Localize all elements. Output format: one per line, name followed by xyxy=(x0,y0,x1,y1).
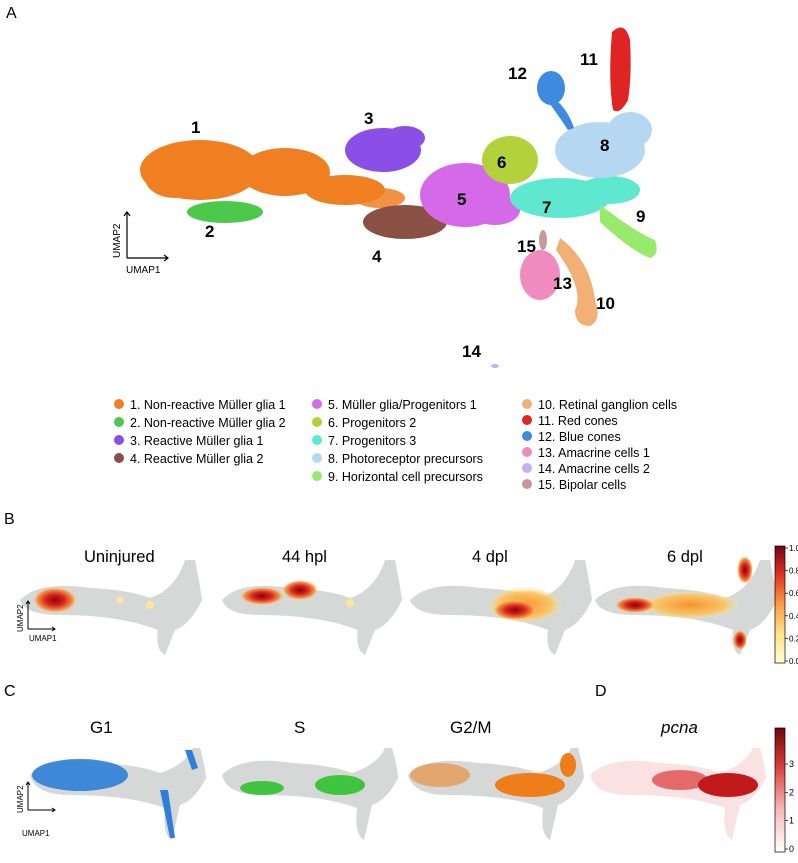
expression-map-pcna xyxy=(590,748,766,840)
cluster-1-cells xyxy=(140,140,405,208)
legend-item-5: 5. Müller glia/Progenitors 1 xyxy=(328,398,477,412)
colorbar-b-tick-label: 0.6 xyxy=(789,589,798,598)
colorbar-b-tick-label: 0.0 xyxy=(789,657,798,666)
y-axis-label-b: UMAP2 xyxy=(16,604,25,632)
title-6dpl: 6 dpl xyxy=(667,548,703,566)
density-map-4dpl xyxy=(410,560,592,655)
cluster-8-cells xyxy=(555,112,652,178)
phase-map-g1 xyxy=(30,748,206,840)
cluster-2-cells xyxy=(187,201,263,223)
cluster-label-12: 12 xyxy=(508,64,527,83)
cluster-14-cells xyxy=(491,364,499,368)
x-axis-label-b: UMAP1 xyxy=(29,634,57,643)
cluster-label-11: 11 xyxy=(580,50,598,69)
cluster-label-7: 7 xyxy=(542,198,551,217)
title-g2m: G2/M xyxy=(450,718,492,737)
phase-map-s xyxy=(222,748,398,840)
umap-cluster-plot: 1 2 3 4 5 6 7 8 9 10 11 12 13 14 15 xyxy=(140,27,657,368)
cluster-label-6: 6 xyxy=(497,153,506,172)
legend-item-2: 2. Non-reactive Müller glia 2 xyxy=(130,416,286,430)
cluster-13-cells xyxy=(520,250,560,300)
panel-label-d: D xyxy=(595,683,607,700)
title-pcna: pcna xyxy=(660,718,698,737)
title-s: S xyxy=(294,718,305,737)
panel-label-a: A xyxy=(6,5,17,22)
density-map-6dpl xyxy=(595,556,777,655)
x-axis-label-c: UMAP1 xyxy=(22,829,50,838)
colorbar-b-tick-label: 0.4 xyxy=(789,612,798,621)
title-g1: G1 xyxy=(90,718,113,737)
colorbar-b-tick-label: 0.8 xyxy=(789,567,798,576)
cluster-10-cells xyxy=(556,238,598,326)
cluster-label-2: 2 xyxy=(205,222,214,241)
umap-axes-c xyxy=(25,781,56,813)
cluster-label-5: 5 xyxy=(457,190,466,209)
colorbar-d-tick-label: 0 xyxy=(789,844,794,854)
legend-item-11: 11. Red cones xyxy=(538,414,618,428)
legend-item-12: 12. Blue cones xyxy=(538,430,621,444)
legend-item-14: 14. Amacrine cells 2 xyxy=(538,462,650,476)
cluster-7-cells xyxy=(510,176,640,218)
legend-item-7: 7. Progenitors 3 xyxy=(328,434,416,448)
cluster-9-cells xyxy=(600,205,657,258)
panel-label-b: B xyxy=(4,511,15,528)
phase-map-g2m xyxy=(408,748,584,840)
cluster-legend: 1. Non-reactive Müller glia 1 2. Non-rea… xyxy=(114,398,677,492)
density-map-44hpl xyxy=(222,560,402,655)
density-map-uninjured xyxy=(20,560,202,655)
colorbar-d-tick-label: 2 xyxy=(789,787,794,797)
title-uninjured: Uninjured xyxy=(84,548,155,566)
colorbar-d: 0 1 2 3 xyxy=(774,727,794,854)
y-axis-label-a: UMAP2 xyxy=(112,223,123,258)
legend-item-13: 13. Amacrine cells 1 xyxy=(538,446,650,460)
cluster-3-cells xyxy=(345,126,425,172)
cluster-15-cells xyxy=(539,230,547,250)
umap-axes-a xyxy=(123,211,169,262)
cluster-label-1: 1 xyxy=(191,118,200,137)
cluster-11-cells xyxy=(610,27,631,112)
cluster-label-9: 9 xyxy=(636,207,645,226)
legend-item-8: 8. Photoreceptor precursors xyxy=(328,452,483,466)
cluster-12-cells xyxy=(537,71,574,130)
y-axis-label-c: UMAP2 xyxy=(16,785,25,813)
legend-item-10: 10. Retinal ganglion cells xyxy=(538,398,677,412)
colorbar-b-tick-label: 1.0 xyxy=(789,544,798,553)
colorbar-d-tick-label: 3 xyxy=(789,759,794,769)
legend-item-3: 3. Reactive Müller glia 1 xyxy=(130,434,263,448)
cluster-5-cells xyxy=(420,163,520,227)
colorbar-b: 0.0 0.2 0.4 0.6 0.8 1.0 xyxy=(774,544,798,666)
cluster-6-cells xyxy=(482,136,538,184)
legend-item-4: 4. Reactive Müller glia 2 xyxy=(130,452,263,466)
cluster-label-15: 15 xyxy=(517,237,536,256)
legend-item-6: 6. Progenitors 2 xyxy=(328,416,416,430)
x-axis-label-a: UMAP1 xyxy=(126,265,161,276)
panel-label-c: C xyxy=(4,683,16,700)
umap-axes-b xyxy=(25,600,56,632)
title-4dpl: 4 dpl xyxy=(472,548,508,566)
cluster-label-3: 3 xyxy=(364,109,373,128)
cluster-4-cells xyxy=(363,205,447,239)
legend-item-1: 1. Non-reactive Müller glia 1 xyxy=(130,398,286,412)
cluster-label-13: 13 xyxy=(553,274,572,293)
cluster-label-10: 10 xyxy=(596,294,615,313)
cluster-label-4: 4 xyxy=(372,247,382,266)
colorbar-d-tick-label: 1 xyxy=(789,816,794,826)
title-44hpl: 44 hpl xyxy=(282,548,327,566)
legend-item-15: 15. Bipolar cells xyxy=(538,478,626,492)
legend-item-9: 9. Horizontal cell precursors xyxy=(328,470,483,484)
cluster-label-8: 8 xyxy=(600,136,609,155)
colorbar-b-tick-label: 0.2 xyxy=(789,634,798,643)
cluster-label-14: 14 xyxy=(462,342,481,361)
